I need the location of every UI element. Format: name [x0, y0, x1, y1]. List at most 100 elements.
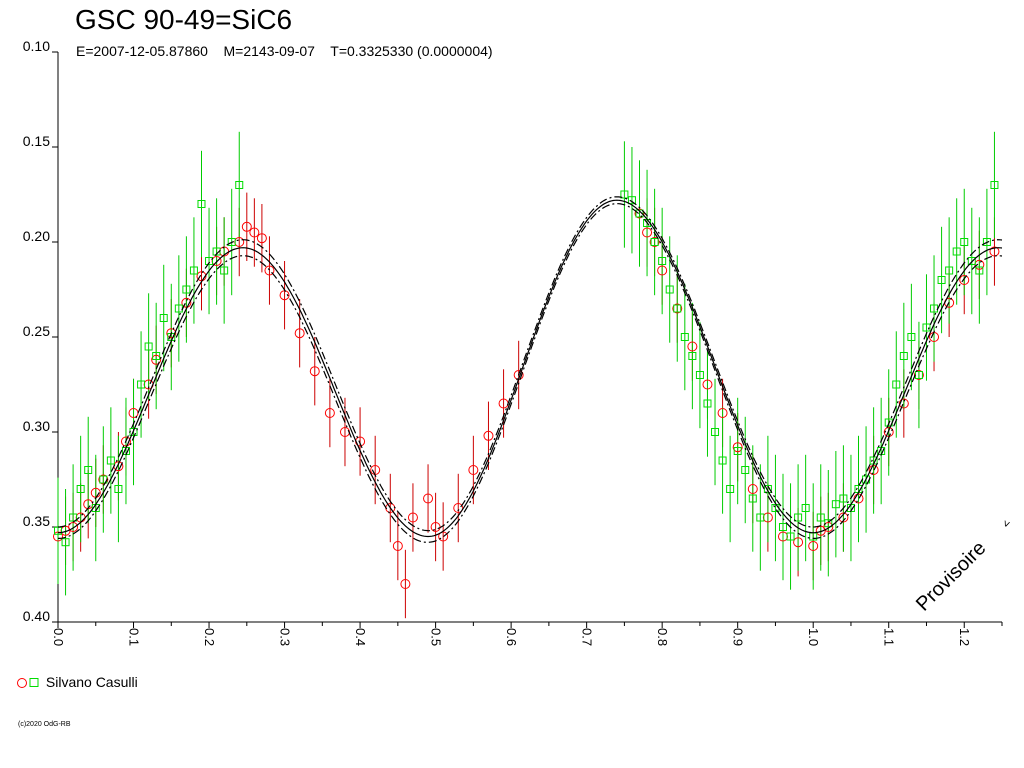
- axes: 0.10 0.15 0.20 0.25 0.30 0.35 0.400.0 0.1 0.2 0.3…: [23, 38, 1003, 646]
- data-point-circle: [747, 484, 758, 494]
- y-tick-label: 0.40: [23, 608, 50, 624]
- y-tick-label: 0.25: [23, 323, 50, 339]
- data-point-square: [733, 447, 742, 455]
- data-point-circle: [672, 303, 683, 314]
- data-point-circle: [649, 237, 660, 247]
- data-point-circle: [166, 328, 177, 339]
- y-tick-label: 0.35: [23, 513, 50, 529]
- model-curve: [57, 199, 1003, 538]
- data-point-square: [756, 513, 765, 522]
- data-point-square: [952, 247, 961, 256]
- data-point-circle: [634, 208, 645, 219]
- data-point-circle: [324, 408, 335, 418]
- model-lower-envelope: [58, 202, 1003, 543]
- data-point-circle: [241, 221, 252, 232]
- y-tick-label: 0.15: [23, 133, 50, 149]
- data-point-square: [922, 323, 931, 332]
- data-point-square: [650, 238, 659, 246]
- data-point-square: [144, 342, 153, 351]
- data-point-circle: [98, 474, 109, 485]
- data-point-circle: [642, 227, 653, 238]
- model-upper-envelope: [57, 196, 1003, 532]
- data-point-circle: [68, 522, 79, 532]
- data-point-circle: [53, 531, 63, 542]
- data-point-square: [763, 485, 772, 493]
- data-point-square: [205, 257, 214, 265]
- data-point-square: [212, 247, 221, 256]
- data-point-circle: [249, 227, 260, 238]
- data-point-circle: [808, 541, 819, 551]
- data-point-square: [839, 494, 848, 503]
- data-point-square: [658, 257, 667, 265]
- data-point-square: [726, 485, 735, 493]
- data-point-circle: [392, 541, 403, 551]
- data-point-circle: [868, 465, 879, 475]
- data-point-square: [741, 466, 750, 474]
- chart-subtitle: E=2007-12-05.87860 M=2143-09-07 T=0.3325…: [76, 43, 493, 59]
- data-point-circle: [823, 522, 834, 532]
- data-point-circle: [687, 341, 698, 352]
- copyright-text: (c)2020 OdG-RB: [18, 721, 71, 728]
- data-point-circle: [309, 366, 320, 377]
- data-point-square: [824, 519, 833, 528]
- data-point-square: [982, 238, 991, 246]
- x-tick-label: 0.4: [353, 628, 368, 646]
- data-point-square: [786, 532, 795, 541]
- x-tick-label: 0.2: [202, 628, 217, 646]
- data-point-square: [665, 285, 674, 294]
- data-point-square: [137, 380, 146, 389]
- data-point-square: [960, 238, 969, 246]
- data-point-circle: [913, 370, 924, 380]
- model-curves: [57, 196, 1003, 543]
- provisional-watermark: Provisoire: [912, 537, 990, 615]
- data-point-square: [54, 526, 62, 535]
- data-point-square: [106, 456, 115, 465]
- y-tick-label: 0.30: [23, 418, 50, 434]
- data-point-circle: [453, 503, 464, 513]
- data-point-square: [627, 196, 636, 205]
- data-point-square: [748, 494, 757, 503]
- data-point-square: [967, 257, 976, 265]
- data-point-square: [69, 513, 78, 522]
- data-point-square: [227, 238, 236, 246]
- data-point-square: [778, 523, 787, 531]
- x-tick-label: 0.7: [580, 628, 595, 646]
- data-point-circle: [717, 408, 728, 418]
- edge-marker: <: [1000, 519, 1013, 529]
- data-point-square: [620, 190, 629, 199]
- data-point-square: [688, 352, 697, 360]
- data-point-circle: [438, 531, 449, 542]
- data-point-circle: [702, 379, 713, 390]
- data-point-square: [892, 380, 901, 389]
- y-tick-label: 0.10: [23, 38, 50, 54]
- legend-label: Silvano Casulli: [45, 674, 138, 690]
- data-point-square: [937, 276, 946, 284]
- data-point-square: [220, 266, 229, 275]
- data-point-square: [711, 428, 720, 436]
- data-point-square: [197, 200, 206, 208]
- x-tick-label: 0.1: [127, 628, 142, 646]
- data-point-square: [990, 181, 999, 189]
- x-tick-label: 0.9: [731, 628, 746, 646]
- data-point-square: [235, 181, 244, 189]
- data-point-circle: [732, 442, 743, 453]
- data-points: [53, 181, 1000, 589]
- x-tick-label: 0.3: [278, 628, 293, 646]
- data-point-square: [975, 266, 984, 275]
- data-point-square: [695, 371, 704, 379]
- data-point-circle: [468, 465, 479, 475]
- chart-title: GSC 90-49=SiC6: [75, 4, 293, 35]
- data-point-square: [76, 485, 85, 493]
- data-point-square: [703, 399, 712, 408]
- x-tick-label: 0.6: [504, 628, 519, 646]
- data-point-circle: [294, 328, 305, 339]
- x-tick-label: 0.8: [655, 628, 670, 646]
- data-point-circle: [483, 430, 494, 441]
- x-tick-label: 0.5: [429, 628, 444, 646]
- data-point-circle: [264, 265, 275, 276]
- data-point-square: [152, 352, 161, 360]
- data-point-square: [635, 209, 644, 218]
- data-point-circle: [256, 233, 267, 244]
- data-point-circle: [181, 297, 192, 308]
